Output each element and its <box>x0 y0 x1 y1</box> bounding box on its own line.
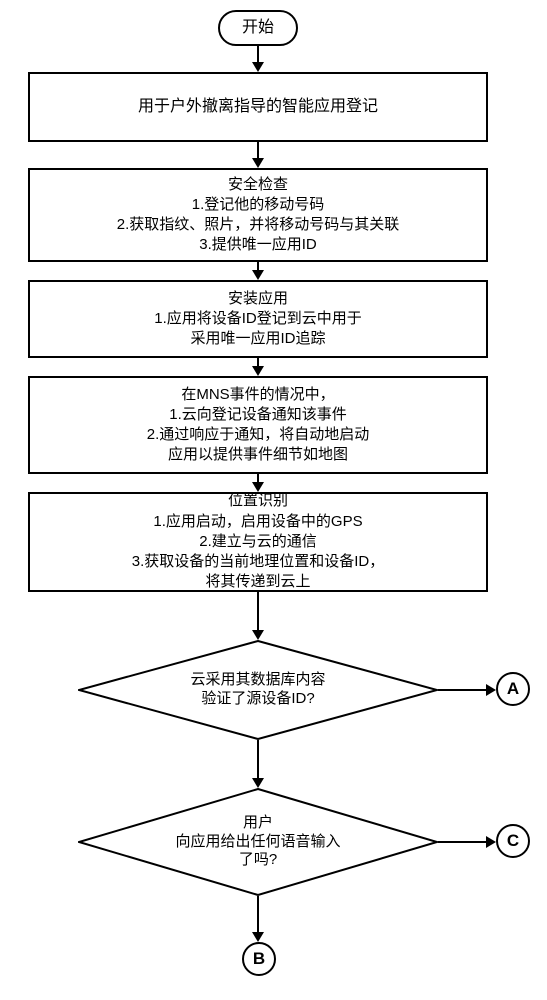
decision-verify-device: 云采用其数据库内容 验证了源设备ID? <box>78 640 438 740</box>
connector-label: A <box>507 679 519 699</box>
connector-b: B <box>242 942 276 976</box>
arrowhead <box>252 630 264 640</box>
process-install-app: 安装应用 1.应用将设备ID登记到云中用于 采用唯一应用ID追踪 <box>28 280 488 358</box>
text: 采用唯一应用ID追踪 <box>190 329 325 349</box>
terminator-start: 开始 <box>218 10 298 46</box>
connector-label: B <box>253 949 265 969</box>
text: 1.登记他的移动号码 <box>192 195 325 215</box>
title: 安装应用 <box>228 289 288 309</box>
text: 2.建立与云的通信 <box>199 532 317 552</box>
text: 1.应用将设备ID登记到云中用于 <box>154 309 362 329</box>
process-registration: 用于户外撤离指导的智能应用登记 <box>28 72 488 142</box>
edge <box>438 689 488 691</box>
title: 在MNS事件的情况中， <box>181 385 334 405</box>
decision-voice-input: 用户 向应用给出任何语音输入 了吗? <box>78 788 438 896</box>
arrowhead <box>252 270 264 280</box>
process-security-check: 安全检查 1.登记他的移动号码 2.获取指纹、照片，并将移动号码与其关联 3.提… <box>28 168 488 262</box>
text: 了吗? <box>239 851 277 870</box>
text: 3.提供唯一应用ID <box>199 235 317 255</box>
connector-a: A <box>496 672 530 706</box>
process-mns-event: 在MNS事件的情况中， 1.云向登记设备通知该事件 2.通过响应于通知，将自动地… <box>28 376 488 474</box>
flowchart-container: 开始 用于户外撤离指导的智能应用登记 安全检查 1.登记他的移动号码 2.获取指… <box>10 10 537 990</box>
edge <box>257 896 259 934</box>
text: 云采用其数据库内容 <box>190 671 325 690</box>
start-label: 开始 <box>242 17 274 39</box>
edge <box>257 740 259 780</box>
text: 2.获取指纹、照片，并将移动号码与其关联 <box>117 215 400 235</box>
text: 1.应用启动，启用设备中的GPS <box>153 512 362 532</box>
text: 用于户外撤离指导的智能应用登记 <box>138 96 378 118</box>
text: 1.云向登记设备通知该事件 <box>169 405 347 425</box>
arrowhead <box>252 778 264 788</box>
edge <box>257 592 259 632</box>
edge <box>438 841 488 843</box>
arrowhead <box>252 932 264 942</box>
text: 3.获取设备的当前地理位置和设备ID， <box>132 552 385 572</box>
text: 将其传递到云上 <box>205 572 310 592</box>
arrowhead <box>486 684 496 696</box>
title: 安全检查 <box>228 175 288 195</box>
arrowhead <box>486 836 496 848</box>
arrowhead <box>252 158 264 168</box>
process-location: 位置识别 1.应用启动，启用设备中的GPS 2.建立与云的通信 3.获取设备的当… <box>28 492 488 592</box>
text: 应用以提供事件细节如地图 <box>168 445 348 465</box>
connector-c: C <box>496 824 530 858</box>
text: 2.通过响应于通知，将自动地启动 <box>147 425 370 445</box>
arrowhead <box>252 366 264 376</box>
text: 验证了源设备ID? <box>201 690 314 709</box>
text: 向应用给出任何语音输入 <box>175 833 340 852</box>
arrowhead <box>252 62 264 72</box>
text: 用户 <box>243 814 273 833</box>
connector-label: C <box>507 831 519 851</box>
title: 位置识别 <box>228 491 288 511</box>
